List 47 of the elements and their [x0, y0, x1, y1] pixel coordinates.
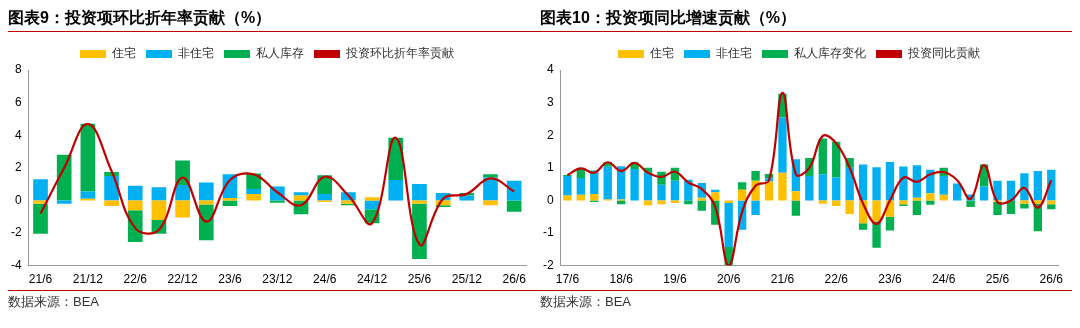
- x-tick-label: 20/6: [717, 272, 741, 287]
- y-tick-label: 4: [14, 127, 22, 142]
- y-tick-label: 4: [546, 62, 554, 77]
- y-tick-label: -2: [11, 225, 22, 240]
- x-tick-label: 24/6: [313, 272, 337, 287]
- x-tick-label: 23/6: [218, 272, 242, 287]
- y-tick-label: 8: [14, 62, 22, 77]
- x-tick-label: 22/6: [123, 272, 148, 287]
- x-tick-label: 19/6: [663, 272, 687, 287]
- legend-label: 非住宅: [716, 46, 752, 61]
- x-tick-label: 25/6: [985, 272, 1010, 287]
- legend-label: 住宅: [111, 46, 136, 61]
- y-tick-label: 2: [14, 160, 22, 175]
- x-tick-label: 26/6: [1039, 272, 1064, 287]
- x-tick-label: 22/12: [167, 272, 198, 287]
- source-note: 数据来源：BEA: [540, 293, 1072, 311]
- x-tick-label: 22/6: [824, 272, 849, 287]
- x-tick-label: 24/6: [932, 272, 956, 287]
- y-tick-label: 0: [14, 192, 22, 207]
- x-tick-label: 25/6: [407, 272, 432, 287]
- x-tick-label: 23/12: [262, 272, 293, 287]
- source-note: 数据来源：BEA: [8, 293, 540, 311]
- legend-label: 私人库存: [256, 46, 304, 61]
- x-tick-label: 23/6: [878, 272, 902, 287]
- y-tick-label: -2: [543, 257, 554, 272]
- y-tick-label: 0: [546, 192, 554, 207]
- y-tick-label: -4: [11, 257, 22, 272]
- x-tick-label: 21/6: [770, 272, 795, 287]
- x-tick-label: 26/6: [502, 272, 527, 287]
- y-tick-label: 1: [546, 160, 554, 175]
- legend-label: 非住宅: [178, 46, 214, 61]
- x-tick-label: 17/6: [555, 272, 580, 287]
- y-tick-label: 3: [546, 94, 554, 109]
- legend-label: 投资环比折年率贡献: [345, 46, 454, 61]
- y-tick-label: -1: [543, 225, 554, 240]
- legend-label: 住宅: [649, 46, 674, 61]
- y-tick-label: 2: [546, 127, 554, 142]
- x-tick-label: 21/6: [28, 272, 53, 287]
- chart-title: 图表9：投资项环比折年率贡献（%）: [8, 8, 540, 32]
- x-tick-label: 24/12: [357, 272, 388, 287]
- x-tick-label: 18/6: [609, 272, 634, 287]
- legend-label: 私人库存变化: [794, 46, 866, 61]
- x-tick-label: 21/12: [72, 272, 104, 287]
- y-tick-label: 6: [14, 94, 22, 109]
- legend-label: 投资同比贡献: [907, 46, 980, 61]
- x-tick-label: 25/12: [451, 272, 483, 287]
- chart-title: 图表10：投资项同比增速贡献（%）: [540, 8, 1072, 32]
